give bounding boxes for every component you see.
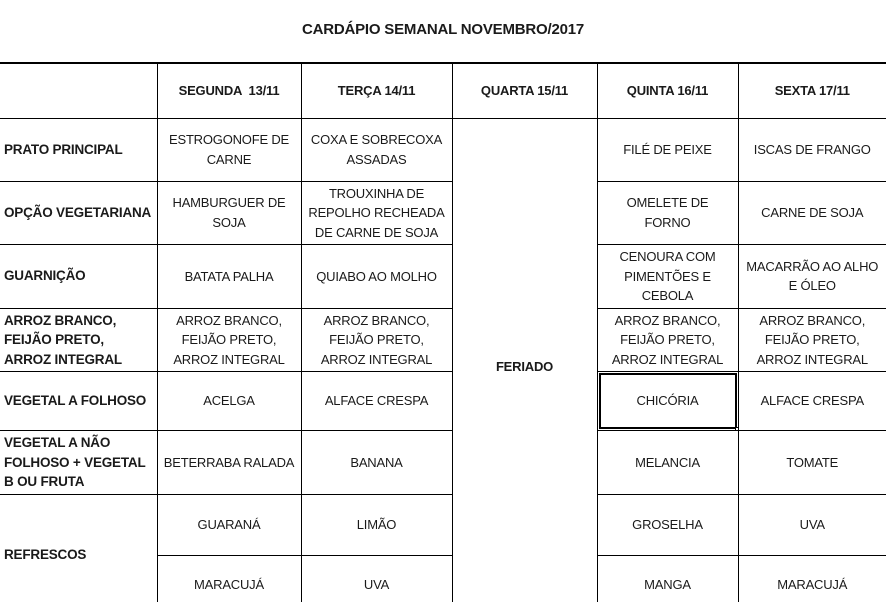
menu-cell[interactable]: BETERRABA RALADA: [156, 430, 302, 495]
row-vegetal-folhoso: VEGETAL A FOLHOSO ACELGA ALFACE CRESPA C…: [0, 371, 886, 432]
row-header-vegetal-folhoso[interactable]: VEGETAL A FOLHOSO: [0, 371, 158, 432]
menu-cell[interactable]: TROUXINHA DE REPOLHO RECHEADA DE CARNE D…: [300, 180, 453, 245]
menu-cell[interactable]: MARACUJÁ: [737, 554, 886, 602]
menu-cell[interactable]: ARROZ BRANCO, FEIJÃO PRETO, ARROZ INTEGR…: [300, 307, 453, 373]
menu-cell[interactable]: GROSELHA: [596, 493, 739, 556]
selected-cell[interactable]: CHICÓRIA: [596, 371, 739, 432]
menu-cell[interactable]: ARROZ BRANCO, FEIJÃO PRETO, ARROZ INTEGR…: [737, 307, 886, 373]
menu-cell[interactable]: COXA E SOBRECOXA ASSADAS: [300, 117, 453, 182]
menu-cell[interactable]: UVA: [300, 554, 453, 602]
menu-cell[interactable]: LIMÃO: [300, 493, 453, 556]
row-header-refrescos[interactable]: REFRESCOS: [0, 493, 158, 602]
menu-cell[interactable]: ESTROGONOFE DE CARNE: [156, 117, 302, 182]
row-header-opcao-vegetariana[interactable]: OPÇÃO VEGETARIANA: [0, 180, 158, 245]
menu-cell[interactable]: MACARRÃO AO ALHO E ÓLEO: [737, 244, 886, 309]
menu-cell[interactable]: ISCAS DE FRANGO: [737, 117, 886, 182]
selected-cell-label: CHICÓRIA: [636, 393, 699, 409]
row-refrescos-1: REFRESCOS GUARANÁ LIMÃO GROSELHA UVA: [0, 493, 886, 602]
row-header-arroz-feijao[interactable]: ARROZ BRANCO, FEIJÃO PRETO, ARROZ INTEGR…: [0, 307, 158, 373]
col-header-segunda[interactable]: SEGUNDA 13/11: [156, 62, 302, 119]
col-header-sexta[interactable]: SEXTA 17/11: [737, 62, 886, 119]
menu-cell[interactable]: QUIABO AO MOLHO: [300, 244, 453, 309]
page-title: CARDÁPIO SEMANAL NOVEMBRO/2017: [301, 21, 585, 38]
row-prato-principal: PRATO PRINCIPAL ESTROGONOFE DE CARNE COX…: [0, 117, 886, 602]
menu-cell[interactable]: OMELETE DE FORNO: [596, 180, 739, 245]
weekly-menu-table: SEGUNDA 13/11 TERÇA 14/11 QUARTA 15/11 Q…: [0, 62, 886, 602]
menu-cell[interactable]: BATATA PALHA: [156, 244, 302, 309]
menu-cell[interactable]: CENOURA COM PIMENTÕES E CEBOLA: [596, 244, 739, 309]
menu-cell[interactable]: ARROZ BRANCO, FEIJÃO PRETO, ARROZ INTEGR…: [596, 307, 739, 373]
menu-cell[interactable]: FILÉ DE PEIXE: [596, 117, 739, 182]
menu-cell[interactable]: CARNE DE SOJA: [737, 180, 886, 245]
menu-cell[interactable]: MANGA: [596, 554, 739, 602]
menu-cell[interactable]: ARROZ BRANCO, FEIJÃO PRETO, ARROZ INTEGR…: [156, 307, 302, 373]
row-header-vegetal-nao-folhoso[interactable]: VEGETAL A NÃO FOLHOSO + VEGETAL B OU FRU…: [0, 430, 158, 495]
row-header-prato-principal[interactable]: PRATO PRINCIPAL: [0, 117, 158, 182]
col-header-quinta[interactable]: QUINTA 16/11: [596, 62, 739, 119]
row-opcao-vegetariana: OPÇÃO VEGETARIANA HAMBURGUER DE SOJA TRO…: [0, 180, 886, 245]
resize-handle-icon[interactable]: [734, 427, 737, 430]
corner-cell[interactable]: [0, 62, 158, 119]
col-header-quarta[interactable]: QUARTA 15/11: [451, 62, 598, 119]
row-refrescos-2: MARACUJÁ UVA MANGA MARACUJÁ: [0, 554, 886, 602]
row-guarnicao: GUARNIÇÃO BATATA PALHA QUIABO AO MOLHO C…: [0, 244, 886, 309]
header-row: SEGUNDA 13/11 TERÇA 14/11 QUARTA 15/11 Q…: [0, 62, 886, 119]
menu-cell[interactable]: BANANA: [300, 430, 453, 495]
menu-cell[interactable]: ALFACE CRESPA: [737, 371, 886, 432]
menu-cell[interactable]: ACELGA: [156, 371, 302, 432]
row-arroz-feijao: ARROZ BRANCO, FEIJÃO PRETO, ARROZ INTEGR…: [0, 307, 886, 373]
row-header-guarnicao[interactable]: GUARNIÇÃO: [0, 244, 158, 309]
menu-cell[interactable]: UVA: [737, 493, 886, 556]
menu-cell[interactable]: ALFACE CRESPA: [300, 371, 453, 432]
holiday-cell[interactable]: FERIADO: [451, 117, 598, 602]
menu-cell[interactable]: MARACUJÁ: [157, 554, 302, 602]
col-header-terca[interactable]: TERÇA 14/11: [300, 62, 453, 119]
menu-cell[interactable]: TOMATE: [737, 430, 886, 495]
menu-cell[interactable]: HAMBURGUER DE SOJA: [156, 180, 302, 245]
menu-cell[interactable]: MELANCIA: [596, 430, 739, 495]
row-vegetal-nao-folhoso: VEGETAL A NÃO FOLHOSO + VEGETAL B OU FRU…: [0, 430, 886, 495]
menu-cell[interactable]: GUARANÁ: [156, 493, 302, 556]
